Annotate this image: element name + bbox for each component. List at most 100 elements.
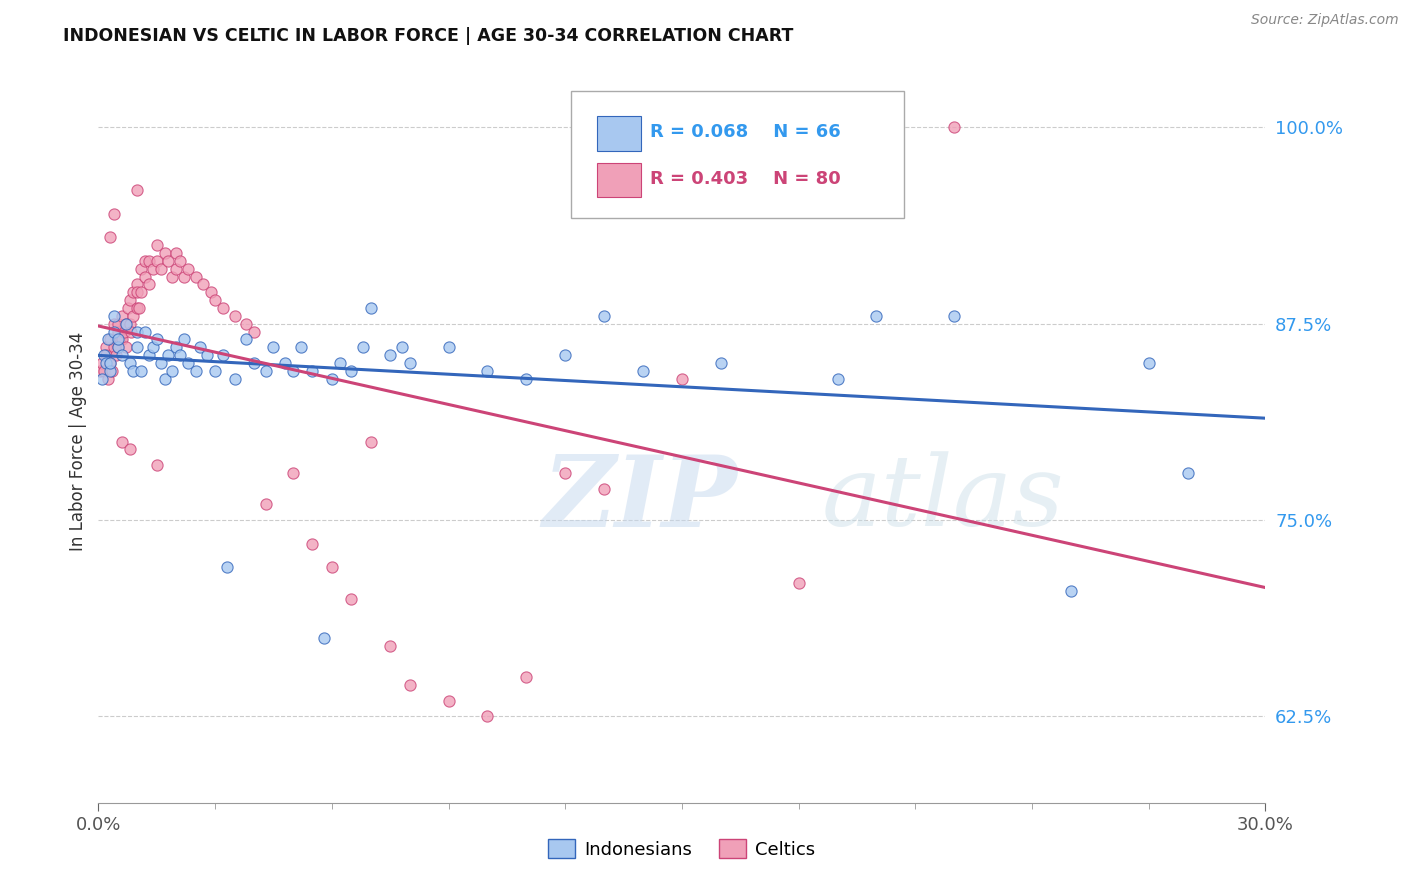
Point <box>112 325 135 339</box>
Point <box>129 261 152 276</box>
Point <box>827 372 849 386</box>
Point <box>195 348 218 362</box>
Text: atlas: atlas <box>823 451 1064 547</box>
Point <box>129 285 152 300</box>
Point <box>134 325 156 339</box>
Point <box>118 442 141 457</box>
Point <box>111 333 134 347</box>
Point <box>380 348 402 362</box>
Point <box>129 364 152 378</box>
Point <box>142 340 165 354</box>
Point <box>235 333 257 347</box>
Point <box>321 560 343 574</box>
Point <box>865 309 887 323</box>
Point <box>127 277 149 292</box>
Point <box>157 254 180 268</box>
Point <box>117 301 139 315</box>
Point <box>103 325 125 339</box>
Point <box>173 269 195 284</box>
Point <box>89 364 111 378</box>
Point <box>98 333 121 347</box>
Text: Source: ZipAtlas.com: Source: ZipAtlas.com <box>1251 13 1399 28</box>
Point <box>301 536 323 550</box>
Point <box>169 348 191 362</box>
Text: ZIP: ZIP <box>541 451 737 548</box>
Point <box>477 709 499 723</box>
Point <box>212 348 235 362</box>
Point <box>134 254 156 268</box>
Point <box>122 364 145 378</box>
Point <box>107 340 129 354</box>
Point <box>111 434 134 449</box>
Point <box>111 309 134 323</box>
Point <box>134 269 156 284</box>
Legend: Indonesians, Celtics: Indonesians, Celtics <box>541 832 823 866</box>
Point <box>243 325 266 339</box>
Point <box>254 497 277 511</box>
Point <box>127 301 149 315</box>
Point <box>127 340 149 354</box>
Point <box>274 356 297 370</box>
Point <box>149 261 172 276</box>
Point <box>224 372 246 386</box>
Point <box>101 364 124 378</box>
Point <box>787 575 810 590</box>
Point <box>865 120 887 135</box>
Point <box>224 309 246 323</box>
Text: R = 0.403    N = 80: R = 0.403 N = 80 <box>651 169 841 187</box>
Point <box>1060 583 1083 598</box>
Point <box>169 254 191 268</box>
Point <box>380 639 402 653</box>
Point <box>97 372 120 386</box>
Point <box>165 246 187 260</box>
Point <box>360 301 382 315</box>
Point <box>103 340 125 354</box>
Point <box>165 340 187 354</box>
Point <box>212 301 235 315</box>
Point <box>262 340 284 354</box>
Point <box>97 333 120 347</box>
Point <box>943 120 966 135</box>
Point <box>98 230 121 244</box>
Point <box>96 340 118 354</box>
Point <box>200 285 222 300</box>
Point <box>235 317 257 331</box>
Point <box>93 348 115 362</box>
Point <box>118 356 141 370</box>
Point <box>243 356 266 370</box>
Point <box>128 301 150 315</box>
Point <box>107 325 129 339</box>
Point <box>118 293 141 308</box>
Point <box>184 364 207 378</box>
Point <box>162 364 184 378</box>
Point <box>943 309 966 323</box>
Bar <box>596 117 641 151</box>
Point <box>554 348 576 362</box>
Point <box>184 269 207 284</box>
Point <box>93 364 115 378</box>
Point <box>146 333 169 347</box>
Point <box>96 356 118 370</box>
Text: R = 0.068    N = 66: R = 0.068 N = 66 <box>651 123 841 141</box>
Point <box>153 372 176 386</box>
Point <box>215 560 238 574</box>
Point <box>515 670 537 684</box>
Point <box>127 325 149 339</box>
Point <box>593 482 616 496</box>
Point <box>177 356 200 370</box>
Point <box>138 254 160 268</box>
Point <box>111 348 134 362</box>
Point <box>593 309 616 323</box>
Point <box>118 317 141 331</box>
Point <box>671 372 693 386</box>
Point <box>91 356 114 370</box>
Point <box>301 364 323 378</box>
Point <box>281 364 304 378</box>
Point <box>204 293 226 308</box>
Point <box>91 372 114 386</box>
Point <box>437 340 460 354</box>
Point <box>1137 356 1160 370</box>
Point <box>153 246 176 260</box>
Point <box>107 317 129 331</box>
Point <box>138 348 160 362</box>
